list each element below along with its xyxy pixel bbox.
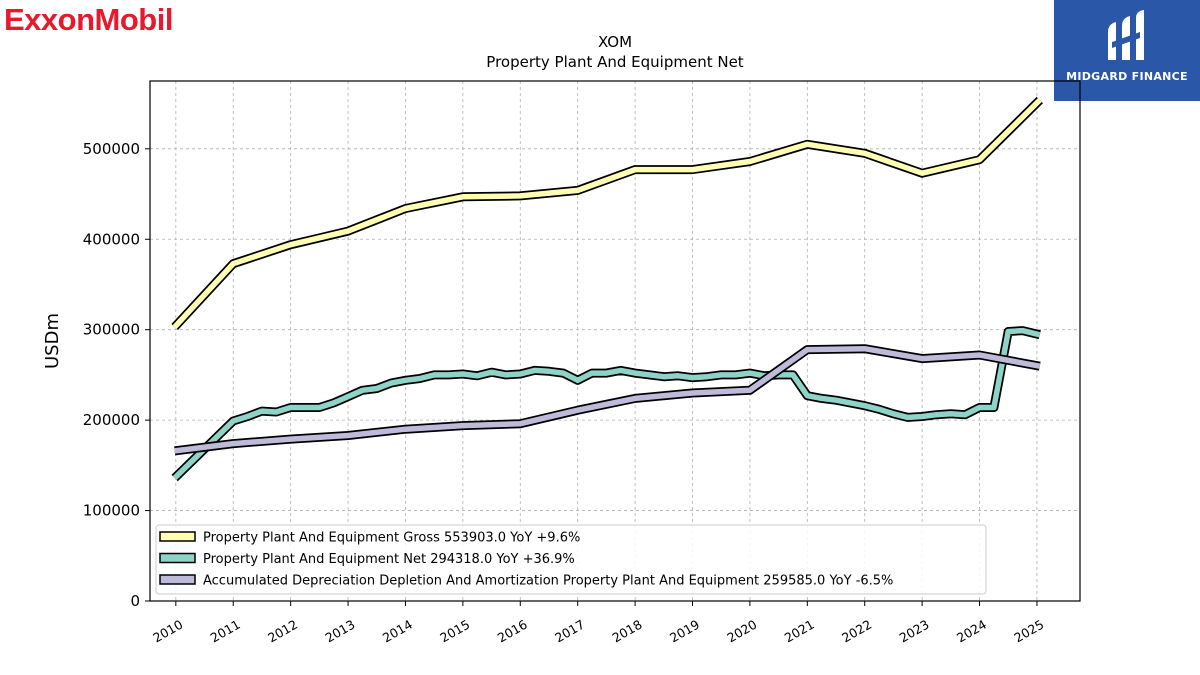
series-line-1: [172, 98, 1042, 329]
exxonmobil-logo: ExxonMobil: [4, 2, 173, 38]
x-tick-label: 2023: [897, 617, 932, 646]
y-tick-label: 200000: [83, 411, 140, 429]
x-tick-label: 2017: [552, 617, 587, 646]
x-tick-label: 2013: [323, 617, 358, 646]
x-tick-label: 2025: [1011, 617, 1046, 646]
series-line-3: [174, 345, 1041, 454]
midgard-finance-logo: MIDGARD FINANCE: [1054, 0, 1200, 101]
y-axis-ticks: 0 100000 200000 300000 400000 500000: [83, 140, 150, 610]
x-tick-label: 2016: [495, 617, 530, 646]
y-tick-label: 500000: [83, 140, 140, 158]
chart-title: XOM: [598, 33, 632, 51]
midgard-finance-brand-text: MIDGARD FINANCE: [1066, 70, 1188, 83]
legend-swatch-1: [159, 531, 196, 542]
y-tick-label: 300000: [83, 321, 140, 339]
legend-box: [155, 524, 987, 595]
x-tick-label: 2015: [437, 617, 472, 646]
legend-swatch-3: [159, 574, 196, 585]
y-axis-label: USDm: [42, 313, 63, 369]
legend-label-2: Property Plant And Equipment Net 294318.…: [203, 552, 575, 567]
series-lines: [171, 96, 1043, 482]
midgard-emblem-icon: [1108, 10, 1144, 60]
grid-lines: [150, 81, 1080, 602]
x-tick-label: 2022: [839, 617, 874, 646]
x-tick-label: 2012: [265, 617, 300, 646]
x-tick-label: 2021: [782, 617, 817, 646]
legend: Property Plant And Equipment Gross 55390…: [155, 524, 987, 595]
x-tick-label: 2010: [150, 617, 185, 646]
x-tick-label: 2011: [208, 617, 243, 646]
x-tick-label: 2024: [954, 617, 989, 646]
y-tick-label: 0: [130, 592, 140, 610]
legend-label-3: Accumulated Depreciation Depletion And A…: [203, 574, 893, 589]
y-tick-label: 100000: [83, 502, 140, 520]
chart-subtitle: Property Plant And Equipment Net: [486, 53, 743, 71]
x-tick-label: 2020: [724, 617, 759, 646]
y-tick-label: 400000: [83, 230, 140, 248]
x-axis-ticks: 2010 2011 2012 2013 2014 2015 2016 2017 2018 2019…: [150, 601, 1046, 646]
x-tick-label: 2014: [380, 617, 415, 646]
exxonmobil-logo-text: ExxonMobil: [4, 2, 173, 37]
legend-label-1: Property Plant And Equipment Gross 55390…: [203, 531, 580, 546]
series-line-outline-1: [171, 96, 1043, 331]
series-line-2: [172, 327, 1041, 480]
plot-frame: [149, 80, 1081, 602]
x-tick-label: 2018: [610, 617, 645, 646]
legend-swatch-2: [159, 552, 196, 564]
x-tick-label: 2019: [667, 617, 702, 646]
